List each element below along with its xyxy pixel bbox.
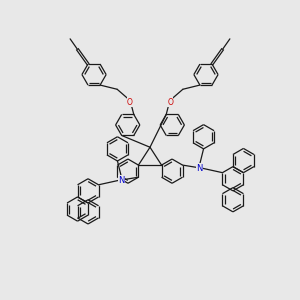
Text: O: O (127, 98, 133, 107)
Text: N: N (118, 176, 125, 185)
Text: O: O (167, 98, 173, 107)
Text: N: N (196, 164, 203, 173)
